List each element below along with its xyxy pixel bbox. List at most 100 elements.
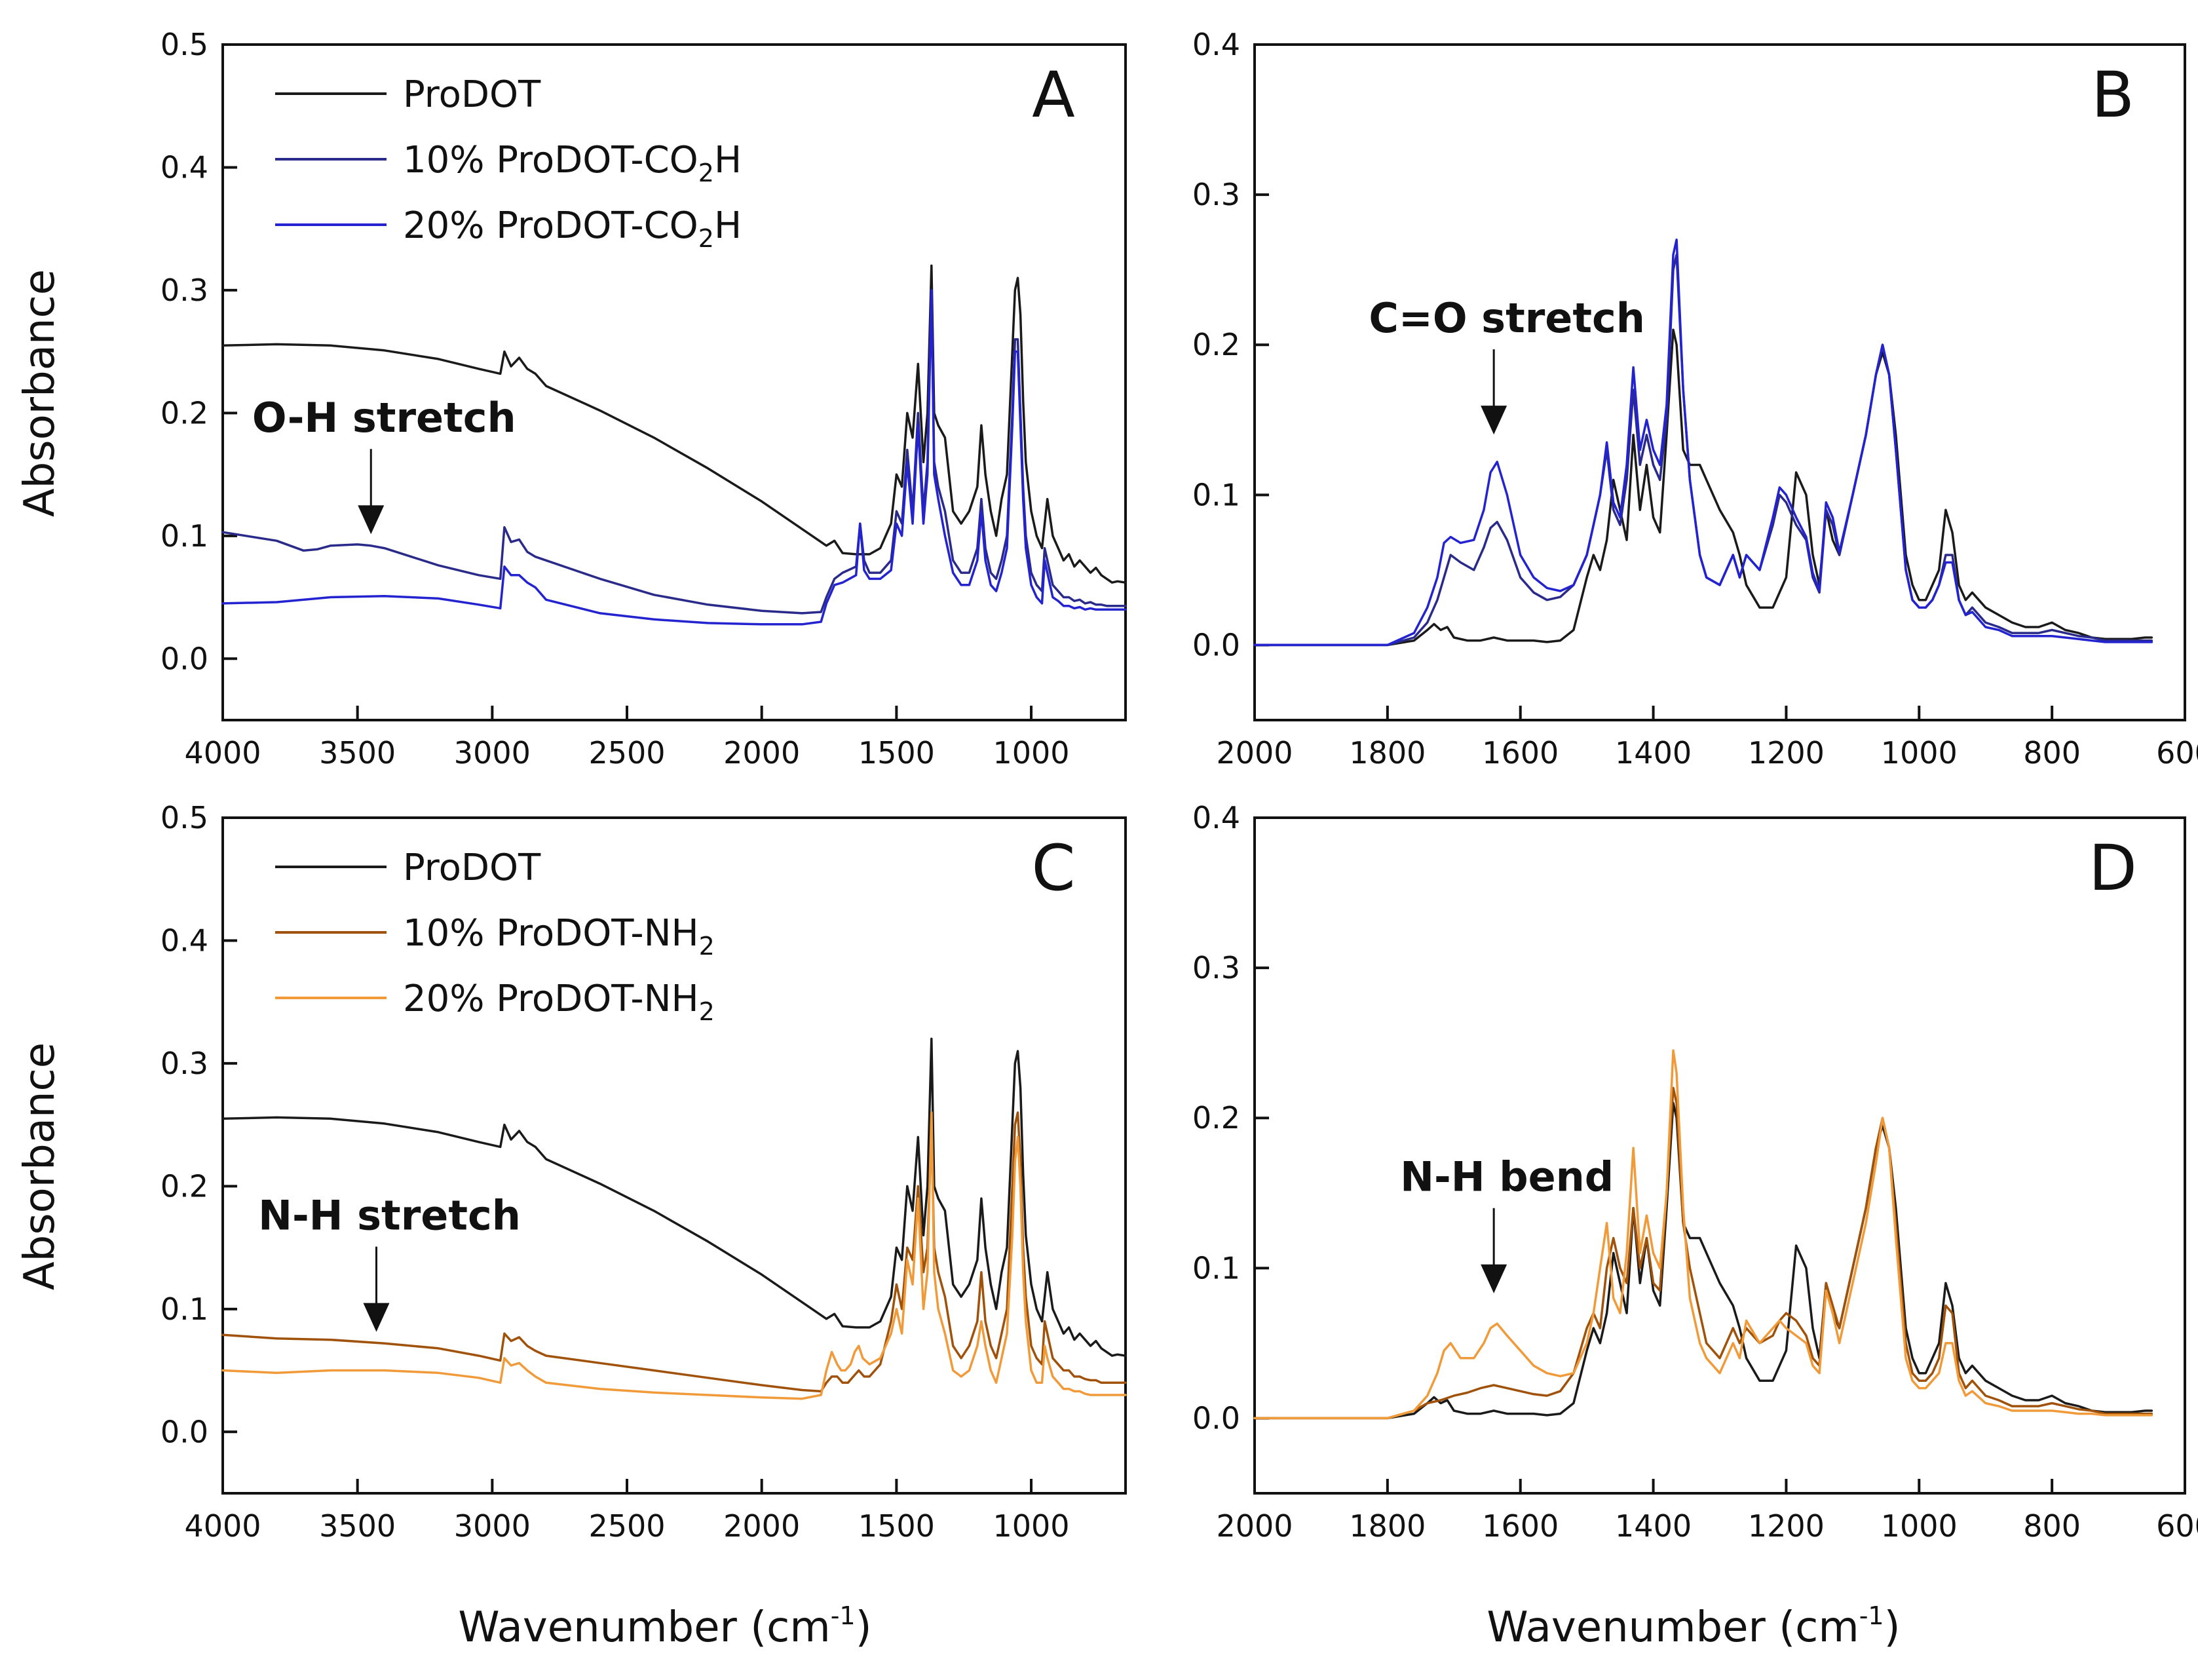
legend-label-main: 20% ProDOT-NH (403, 978, 699, 1020)
y-tick-label-a: 0.5 (161, 27, 208, 62)
x-tick-label-b: 1000 (1881, 735, 1958, 771)
legend-label-a-1: 10% ProDOT-CO2H (403, 139, 742, 187)
x-tick-label-a: 1500 (858, 735, 935, 771)
legend-label-c-0: ProDOT (403, 847, 541, 889)
panel-a: 0.0 0.1 0.2 0.3 0.4 0.5 4000 3500 3000 2500 2000 15… (161, 27, 1127, 771)
x-axis-title-right-sup: -1 (1859, 1601, 1884, 1630)
panel-b: 0.0 0.1 0.2 0.3 0.4 2000 1800 1600 1400 1200 1000 8… (1192, 27, 2198, 771)
panel-letter-a: A (1032, 58, 1075, 132)
legend-label-end: H (714, 139, 742, 181)
x-tick-label-c: 2000 (723, 1508, 800, 1544)
legend-label-a-0: ProDOT (403, 73, 541, 116)
annotation-label-b: C=O stretch (1369, 294, 1644, 342)
legend-label-subscript: 2 (698, 224, 714, 253)
y-tick-label-a: 0.0 (161, 641, 208, 676)
x-tick-label-c: 2500 (588, 1508, 665, 1544)
plot-frame-a (221, 43, 1127, 721)
x-tick-label-a: 3000 (454, 735, 531, 771)
legend-label-subscript: 2 (699, 932, 715, 961)
y-tick-label-c: 0.1 (161, 1291, 208, 1327)
x-tick-label-a: 1000 (993, 735, 1069, 771)
y-tick-label-d: 0.2 (1192, 1100, 1240, 1136)
x-axis-title-left: Wavenumber (cm-1) (458, 1601, 871, 1652)
y-tick-label-b: 0.4 (1192, 27, 1240, 62)
annotation-label-a: O-H stretch (252, 394, 516, 442)
x-tick-label-d: 600 (2156, 1508, 2198, 1544)
x-tick-label-d: 800 (2023, 1508, 2081, 1544)
y-tick-label-a: 0.3 (161, 273, 208, 308)
x-tick-label-b: 800 (2023, 735, 2081, 771)
y-tick-label-d: 0.1 (1192, 1250, 1240, 1286)
x-tick-label-d: 1000 (1881, 1508, 1958, 1544)
panel-letter-b: B (2091, 58, 2134, 132)
series-line-a-2 (221, 289, 1127, 626)
panel-letter-d: D (2089, 831, 2137, 905)
y-tick-label-b: 0.0 (1192, 627, 1240, 662)
x-tick-label-d: 1200 (1748, 1508, 1825, 1544)
y-tick-label-b: 0.3 (1192, 177, 1240, 212)
legend-label-subscript: 2 (698, 159, 714, 187)
y-tick-label-b: 0.2 (1192, 327, 1240, 362)
annotation-label-d: N-H bend (1400, 1153, 1614, 1201)
x-tick-label-a: 4000 (184, 735, 261, 771)
legend-label-c-1: 10% ProDOT-NH2 (403, 912, 715, 961)
y-tick-label-a: 0.1 (161, 518, 208, 554)
y-tick-label-c: 0.0 (161, 1414, 208, 1449)
annotation-arrow-head-d (1481, 1264, 1507, 1293)
x-tick-label-c: 3000 (454, 1508, 531, 1544)
x-tick-label-c: 3500 (319, 1508, 396, 1544)
y-axis-title-top: Absorbance (16, 269, 64, 517)
y-tick-label-d: 0.4 (1192, 800, 1240, 835)
x-tick-label-d: 2000 (1216, 1508, 1293, 1544)
annotation-arrow-head-c (363, 1303, 390, 1332)
x-tick-label-c: 4000 (184, 1508, 261, 1544)
legend-label-main: ProDOT (403, 847, 541, 889)
legend-label-subscript: 2 (699, 997, 715, 1026)
legend-label-end: H (714, 204, 742, 247)
x-tick-label-a: 2000 (723, 735, 800, 771)
series-line-c-0 (221, 1037, 1127, 1357)
x-tick-label-a: 3500 (319, 735, 396, 771)
legend-label-main: 20% ProDOT-CO (403, 204, 698, 247)
plot-frame-c (221, 816, 1127, 1495)
x-axis-title-right-end: ) (1884, 1603, 1901, 1652)
y-tick-label-c: 0.3 (161, 1046, 208, 1081)
x-axis-title-left-sup: -1 (831, 1601, 856, 1630)
legend-label-main: 10% ProDOT-NH (403, 912, 699, 955)
x-tick-label-b: 600 (2156, 735, 2198, 771)
y-tick-label-b: 0.1 (1192, 477, 1240, 512)
x-tick-label-b: 1400 (1615, 735, 1692, 771)
x-axis-title-left-main: Wavenumber (cm (458, 1603, 830, 1652)
x-tick-label-b: 2000 (1216, 735, 1293, 771)
legend-label-main: ProDOT (403, 73, 541, 116)
y-tick-label-d: 0.3 (1192, 950, 1240, 985)
y-tick-label-c: 0.4 (161, 923, 208, 958)
x-tick-label-d: 1400 (1615, 1508, 1692, 1544)
panel-d: 0.0 0.1 0.2 0.3 0.4 2000 1800 1600 1400 1200 1000 8… (1192, 800, 2198, 1544)
series-line-a-0 (221, 264, 1127, 584)
legend-label-main: 10% ProDOT-CO (403, 139, 698, 181)
legend-label-a-2: 20% ProDOT-CO2H (403, 204, 742, 253)
y-tick-label-a: 0.2 (161, 395, 208, 430)
annotation-arrow-head-a (358, 505, 385, 535)
x-tick-label-b: 1200 (1748, 735, 1825, 771)
annotation-arrow-head-b (1481, 406, 1507, 435)
series-line-d-1 (1253, 1086, 2153, 1420)
plot-frame-d (1253, 816, 2186, 1495)
series-line-b-2 (1253, 239, 2153, 647)
legend-label-c-2: 20% ProDOT-NH2 (403, 978, 715, 1026)
x-axis-title-right-main: Wavenumber (cm (1487, 1603, 1859, 1652)
series-line-b-0 (1253, 328, 2153, 647)
series-line-d-2 (1253, 1049, 2153, 1420)
series-line-d-0 (1253, 1101, 2153, 1420)
x-tick-label-d: 1600 (1482, 1508, 1559, 1544)
series-line-c-2 (221, 1111, 1127, 1400)
x-tick-label-d: 1800 (1349, 1508, 1426, 1544)
x-tick-label-a: 2500 (588, 735, 665, 771)
x-tick-label-c: 1500 (858, 1508, 935, 1544)
panel-c: 0.0 0.1 0.2 0.3 0.4 0.5 4000 3500 3000 2500 2000 15… (161, 800, 1127, 1544)
plot-frame-b (1253, 43, 2186, 721)
y-tick-label-c: 0.5 (161, 800, 208, 835)
